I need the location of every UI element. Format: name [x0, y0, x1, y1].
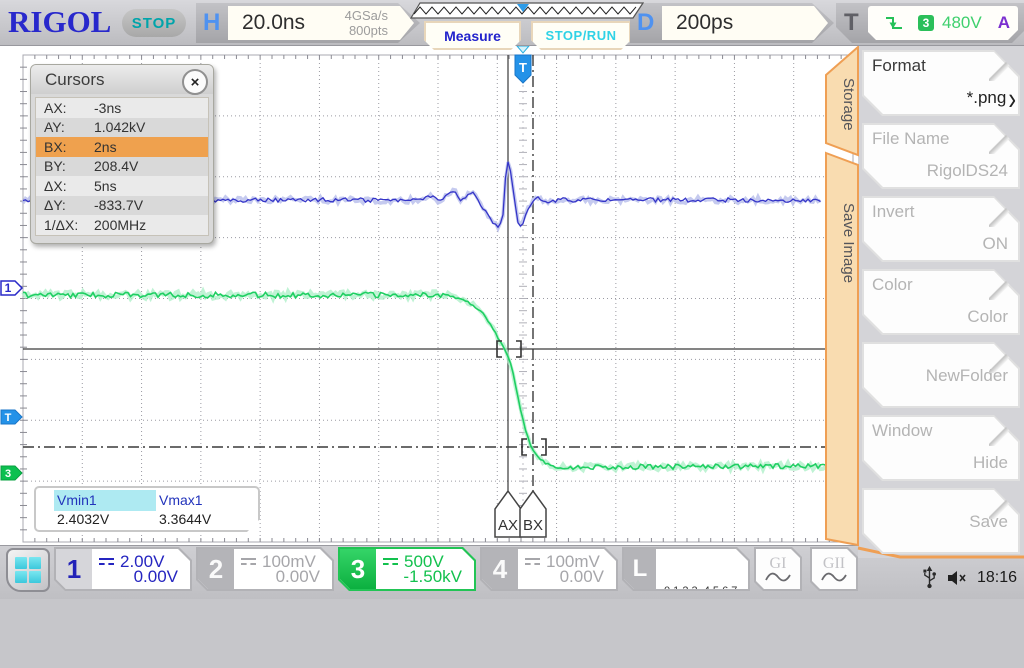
- trigger-source-badge: 3: [918, 15, 934, 31]
- dc-coupling-icon: [99, 557, 114, 567]
- channel2-button[interactable]: 2 100mV 0.00V: [196, 547, 334, 591]
- trigger-block-label: T: [844, 9, 859, 36]
- cursor-row: ΔY: -833.7V: [36, 195, 208, 215]
- stop-run-button[interactable]: STOP/RUN: [531, 21, 631, 50]
- tab-storage[interactable]: Storage: [840, 77, 857, 131]
- trigger-level-marker[interactable]: [0, 409, 23, 425]
- menu-button-format[interactable]: Format *.png›: [862, 50, 1020, 116]
- falling-edge-icon: [884, 15, 904, 31]
- cursor-row: AY: 1.042kV: [36, 117, 208, 137]
- trigger-sweep-mode: A: [997, 13, 1010, 32]
- top-bar: RIGOL STOP H 20.0ns 4GSa/s 800pts Measur…: [0, 0, 1024, 46]
- dc-coupling-icon: [525, 557, 540, 567]
- cursor-b-bracket-left: [521, 438, 527, 456]
- dc-coupling-icon: [383, 557, 398, 567]
- horizontal-timebase-block[interactable]: H 20.0ns 4GSa/s 800pts: [196, 3, 420, 43]
- measurement-vmax[interactable]: Vmax1 3.3644V: [159, 492, 212, 527]
- menu-grid-button[interactable]: [6, 548, 50, 592]
- waveform-display: AX BX T 1 T 3: [0, 45, 858, 545]
- clock: 18:16: [977, 569, 1018, 586]
- cursor-b-bracket-right: [541, 438, 547, 456]
- channel3-marker[interactable]: [0, 465, 23, 481]
- rigol-logo: RIGOL: [8, 4, 112, 39]
- digital-channels-button[interactable]: L 0 1 2 3 4 5 6 7 8 9 1011 12131415: [622, 547, 750, 591]
- trigger-top-triangle: [515, 45, 531, 54]
- cursors-panel[interactable]: Cursors × AX: -3ns AY: 1.042kV BX: 2ns BY: 2…: [30, 64, 214, 244]
- cursor-row: 1/ΔX: 200MHz: [36, 215, 208, 235]
- sine-icon: [765, 571, 791, 583]
- menu-button-new-folder[interactable]: NewFolder: [862, 342, 1020, 408]
- trigger-marker-label: T: [519, 60, 527, 75]
- delay-value: 200ps: [676, 11, 734, 34]
- cursor-row: AX: -3ns: [36, 98, 208, 118]
- menu-button-file-name[interactable]: File Name RigolDS24: [862, 123, 1020, 189]
- trigger-level-marker-label: T: [5, 412, 12, 424]
- dc-coupling-icon: [241, 557, 256, 567]
- measurement-vmin[interactable]: Vmin1 2.4032V: [54, 490, 156, 530]
- grid-menu-icon: [15, 557, 41, 583]
- memory-position-bar[interactable]: [410, 2, 644, 19]
- measure-button[interactable]: Measure: [424, 21, 521, 50]
- close-icon[interactable]: ×: [182, 69, 208, 95]
- delay-label: D: [637, 9, 655, 36]
- cursor-row: ΔX: 5ns: [36, 176, 208, 196]
- timebase-value: 20.0ns: [242, 11, 306, 34]
- channel4-button[interactable]: 4 100mV 0.00V: [480, 547, 618, 591]
- source1-button[interactable]: GI: [754, 547, 802, 591]
- channel1-marker[interactable]: [0, 280, 24, 296]
- source2-button[interactable]: GII: [810, 547, 858, 591]
- bx-cursor-flag[interactable]: [519, 489, 547, 538]
- menu-button-window[interactable]: Window Hide: [862, 415, 1020, 481]
- digital-channel-numbers: 0 1 2 3 4 5 6 7 8 9 1011 12131415: [664, 627, 758, 639]
- usb-icon: [923, 565, 936, 589]
- channel1-button[interactable]: 1 2.00V 0.00V: [54, 547, 192, 591]
- cursor-row: BY: 208.4V: [36, 156, 208, 176]
- oscilloscope-screen: { "top_bar": { "logo": "RIGOL", "run_sta…: [0, 0, 1024, 598]
- cursor-a-bracket-right: [516, 340, 522, 358]
- cursor-a-bracket-left: [496, 340, 502, 358]
- cursor-row-selected: BX: 2ns: [36, 137, 208, 157]
- measurement-box[interactable]: Vmin1 2.4032V Vmax1 3.3644V: [34, 486, 260, 532]
- sine-icon: [821, 571, 847, 583]
- channel3-marker-label: 3: [5, 468, 11, 480]
- trigger-position-triangle[interactable]: [517, 4, 529, 12]
- trigger-level: 480V: [942, 13, 982, 32]
- speaker-muted-icon: [948, 571, 966, 585]
- menu-button-invert[interactable]: Invert ON: [862, 196, 1020, 262]
- menu-button-save[interactable]: Save: [862, 488, 1020, 554]
- trigger-block[interactable]: T 3 480V A: [836, 3, 1024, 43]
- memory-zigzag: [413, 6, 637, 15]
- ax-flag-label: AX: [498, 517, 518, 534]
- bx-flag-label: BX: [523, 517, 543, 534]
- channel3-button[interactable]: 3 500V -1.50kV: [338, 547, 476, 591]
- ax-cursor-flag[interactable]: [494, 489, 522, 538]
- delay-block[interactable]: D 200ps: [630, 3, 834, 43]
- tab-save-image[interactable]: Save Image: [840, 202, 857, 284]
- menu-button-color[interactable]: Color Color: [862, 269, 1020, 335]
- trigger-marker[interactable]: [514, 54, 532, 84]
- channel1-marker-label: 1: [5, 281, 12, 295]
- sample-rate: 4GSa/s 800pts: [344, 8, 388, 38]
- run-state-badge: STOP: [122, 9, 186, 37]
- horizontal-label: H: [203, 9, 221, 36]
